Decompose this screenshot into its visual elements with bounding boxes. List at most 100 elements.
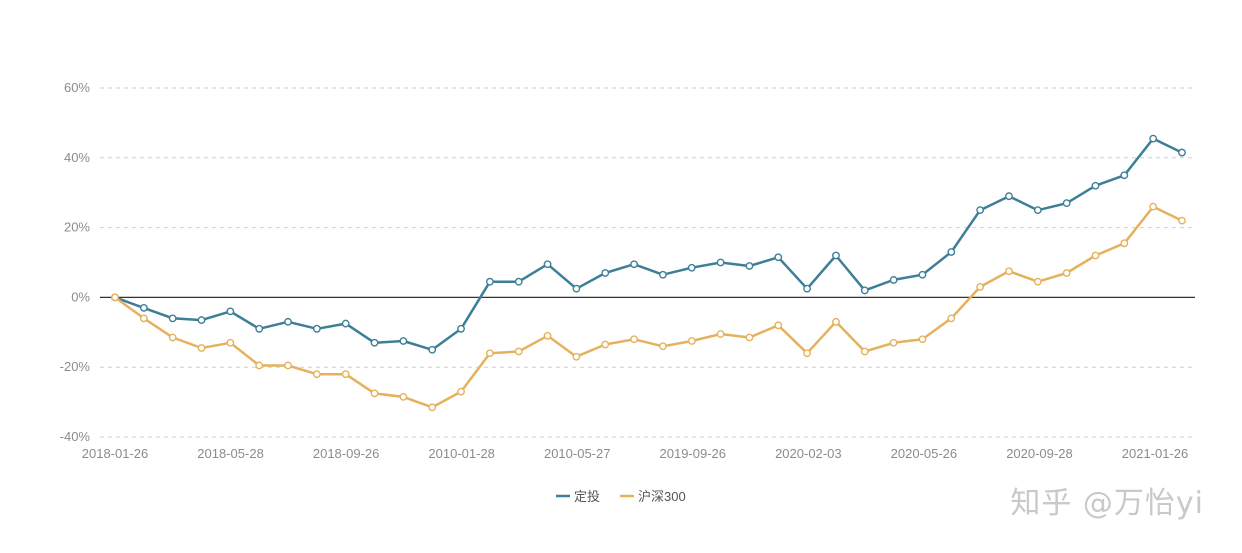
data-point <box>370 389 379 398</box>
data-point <box>630 335 638 344</box>
x-tick-label: 2018-01-26 <box>82 446 149 461</box>
data-point <box>572 284 581 293</box>
data-point <box>428 345 437 354</box>
data-point <box>1062 199 1071 208</box>
data-point <box>1062 269 1071 277</box>
data-point <box>284 317 292 326</box>
x-tick-label: 2019-09-26 <box>660 446 727 461</box>
watermark: 知乎 @万怡yi <box>1010 486 1204 521</box>
data-point <box>832 317 840 326</box>
data-point <box>255 361 264 370</box>
data-point <box>803 349 812 358</box>
data-point <box>889 276 898 284</box>
data-point <box>716 258 725 267</box>
data-point <box>860 347 869 356</box>
data-point <box>457 387 465 396</box>
data-point <box>1120 239 1129 248</box>
data-point <box>947 248 956 256</box>
y-tick-label: -40% <box>60 429 91 444</box>
data-point <box>197 344 206 352</box>
data-point <box>543 260 552 269</box>
data-point <box>745 333 754 342</box>
data-point <box>168 333 177 342</box>
data-point <box>1149 202 1158 211</box>
legend-label: 定投 <box>574 489 600 504</box>
data-point <box>485 277 494 286</box>
data-point <box>428 403 437 412</box>
data-point <box>1033 206 1042 215</box>
data-point <box>399 337 408 345</box>
data-point <box>687 263 696 272</box>
data-point <box>1033 277 1042 286</box>
y-tick-label: 20% <box>64 220 90 235</box>
data-point <box>976 283 985 291</box>
data-point <box>774 253 783 262</box>
data-point <box>601 269 610 277</box>
data-point <box>687 337 696 345</box>
x-tick-label: 2020-02-03 <box>775 446 842 461</box>
data-point <box>111 293 119 302</box>
x-tick-label: 2020-09-28 <box>1006 446 1073 461</box>
data-point <box>803 284 812 293</box>
data-point <box>341 370 350 379</box>
data-point <box>716 330 725 338</box>
data-point <box>197 316 206 324</box>
data-point <box>918 270 927 279</box>
data-point <box>1178 216 1186 225</box>
y-tick-label: 60% <box>64 80 90 95</box>
x-tick-label: 2021-01-26 <box>1122 446 1189 461</box>
data-point <box>168 314 177 323</box>
data-point <box>832 251 840 260</box>
x-tick-label: 2018-09-26 <box>313 446 380 461</box>
x-tick-label: 2018-05-28 <box>197 446 264 461</box>
data-point <box>370 338 379 347</box>
data-point <box>860 286 869 295</box>
data-point <box>1149 134 1158 143</box>
data-point <box>1120 171 1129 180</box>
data-point <box>918 335 927 344</box>
data-point <box>139 314 148 323</box>
y-axis-ticks: 60% 40% 20% 0% -20% -40% <box>60 80 91 444</box>
data-point <box>659 342 667 351</box>
data-point <box>284 361 292 370</box>
data-point <box>572 352 581 361</box>
data-point <box>399 392 408 401</box>
series-line-1 <box>114 137 1183 352</box>
data-point <box>543 331 552 340</box>
x-tick-label: 2020-05-26 <box>891 446 958 461</box>
legend-label: 沪深300 <box>638 489 686 504</box>
data-point <box>312 324 321 333</box>
data-point <box>630 260 638 269</box>
data-point <box>1005 267 1013 276</box>
data-point <box>341 319 350 328</box>
x-tick-label: 2010-01-28 <box>428 446 495 461</box>
data-point <box>774 321 783 330</box>
series-group <box>111 134 1186 412</box>
data-point <box>255 324 264 333</box>
data-point <box>659 270 667 279</box>
data-point <box>1091 251 1100 260</box>
data-point <box>485 349 494 358</box>
data-point <box>1178 148 1186 157</box>
gridlines <box>100 87 1195 438</box>
data-point <box>976 206 985 215</box>
data-point <box>226 338 235 347</box>
data-point <box>601 340 610 349</box>
data-point <box>514 277 523 286</box>
data-point <box>514 347 523 356</box>
data-point <box>312 370 321 379</box>
data-point <box>226 307 235 316</box>
y-tick-label: -20% <box>60 359 91 374</box>
data-point <box>139 303 148 312</box>
data-point <box>889 338 898 347</box>
y-tick-label: 40% <box>64 150 90 165</box>
data-point <box>1005 192 1013 201</box>
series-line-2 <box>114 205 1183 409</box>
y-tick-label: 0% <box>71 289 90 304</box>
legend: 定投 沪深300 <box>556 489 686 504</box>
data-point <box>457 324 465 333</box>
x-tick-label: 2010-05-27 <box>544 446 611 461</box>
data-point <box>1091 181 1100 190</box>
data-point <box>947 314 956 323</box>
